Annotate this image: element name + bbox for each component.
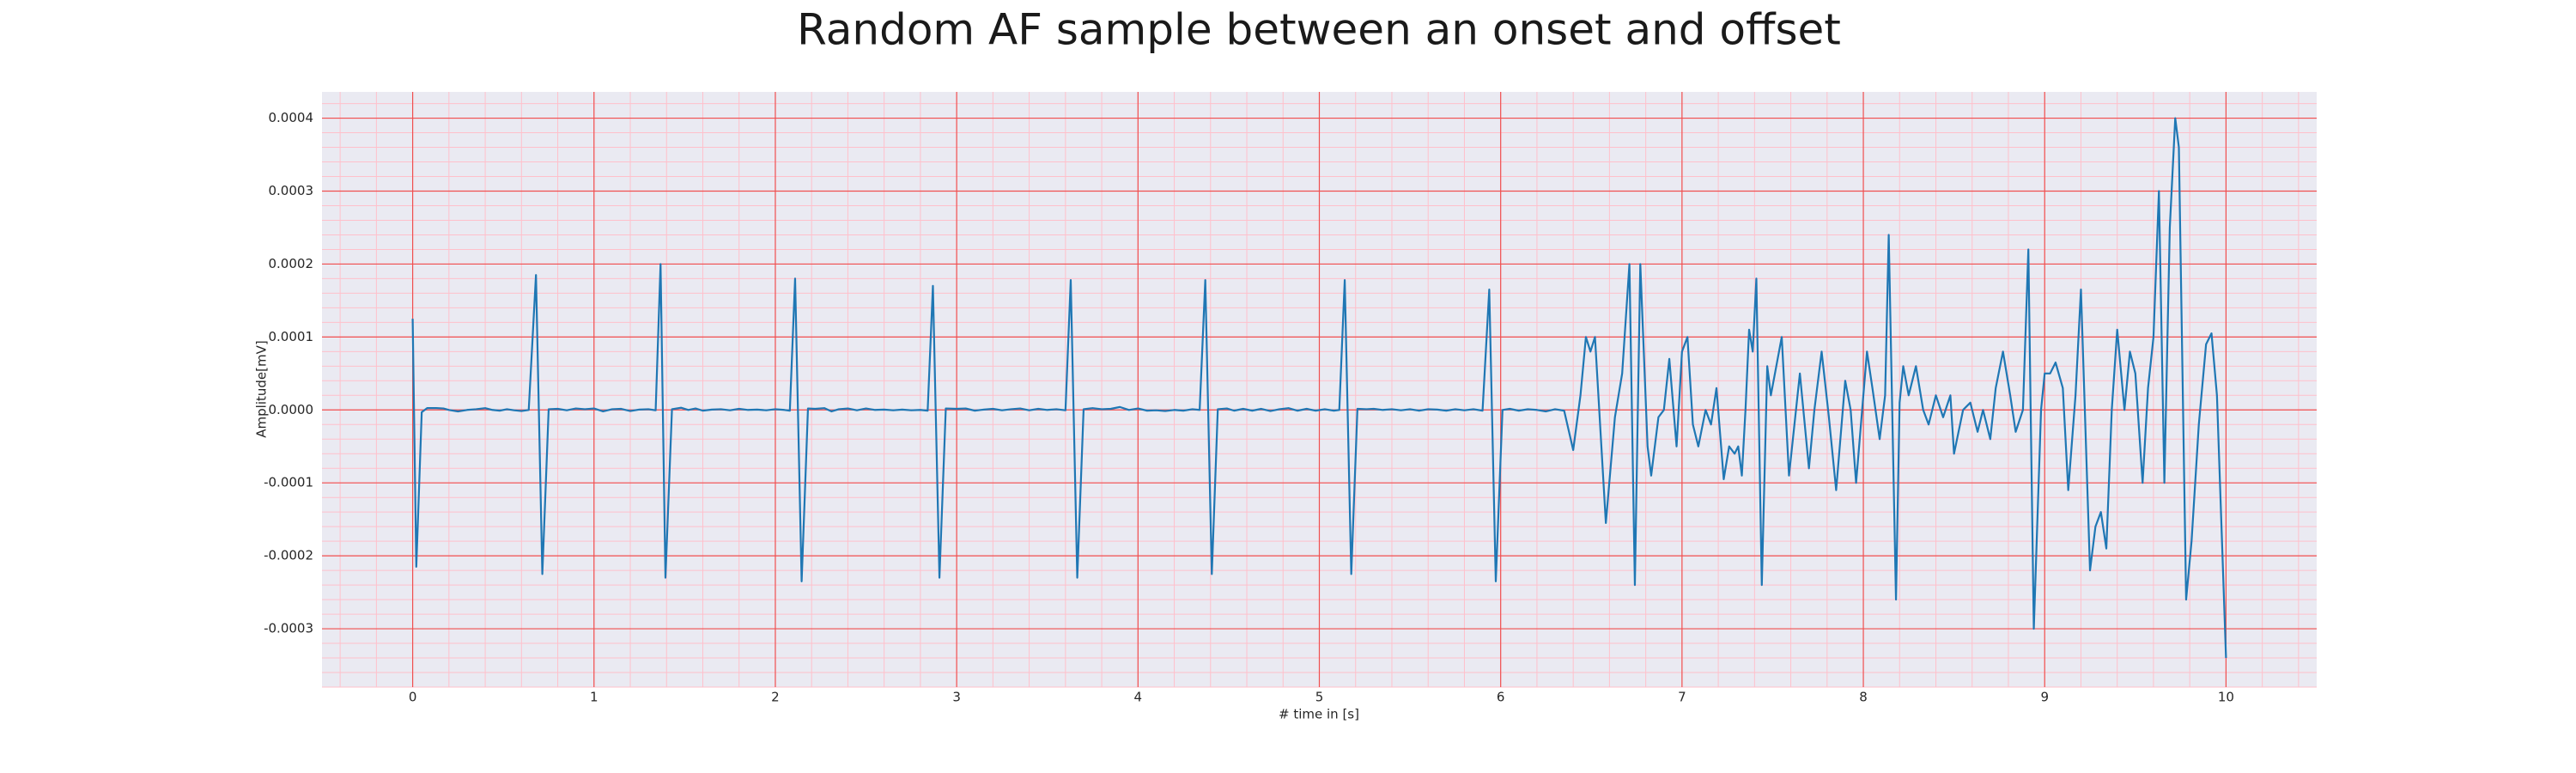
y-tick-label: 0.0001 bbox=[269, 329, 314, 344]
x-tick-label: 0 bbox=[409, 690, 417, 705]
y-tick-label: -0.0002 bbox=[264, 548, 313, 563]
x-tick-label: 8 bbox=[1859, 690, 1868, 705]
y-tick-label: -0.0001 bbox=[264, 475, 313, 490]
x-tick-label: 1 bbox=[590, 690, 598, 705]
x-tick-label: 6 bbox=[1497, 690, 1505, 705]
y-tick-label: 0.0004 bbox=[269, 110, 314, 125]
x-tick-label: 10 bbox=[2218, 690, 2234, 705]
chart-title: Random AF sample between an onset and of… bbox=[797, 5, 1841, 55]
x-tick-label: 2 bbox=[771, 690, 780, 705]
x-tick-label: 9 bbox=[2040, 690, 2049, 705]
x-tick-label: 4 bbox=[1134, 690, 1143, 705]
y-tick-label: -0.0003 bbox=[264, 621, 313, 636]
y-tick-label: 0.0003 bbox=[269, 183, 314, 198]
signal-line bbox=[411, 117, 2227, 659]
y-axis-label: Amplitude[mV] bbox=[254, 340, 270, 437]
x-axis-label: # time in [s] bbox=[1279, 707, 1359, 722]
x-tick-label: 7 bbox=[1678, 690, 1686, 705]
x-tick-label: 5 bbox=[1315, 690, 1324, 705]
x-tick-label: 3 bbox=[952, 690, 961, 705]
y-tick-label: 0.0000 bbox=[269, 402, 314, 417]
y-tick-label: 0.0002 bbox=[269, 256, 314, 271]
